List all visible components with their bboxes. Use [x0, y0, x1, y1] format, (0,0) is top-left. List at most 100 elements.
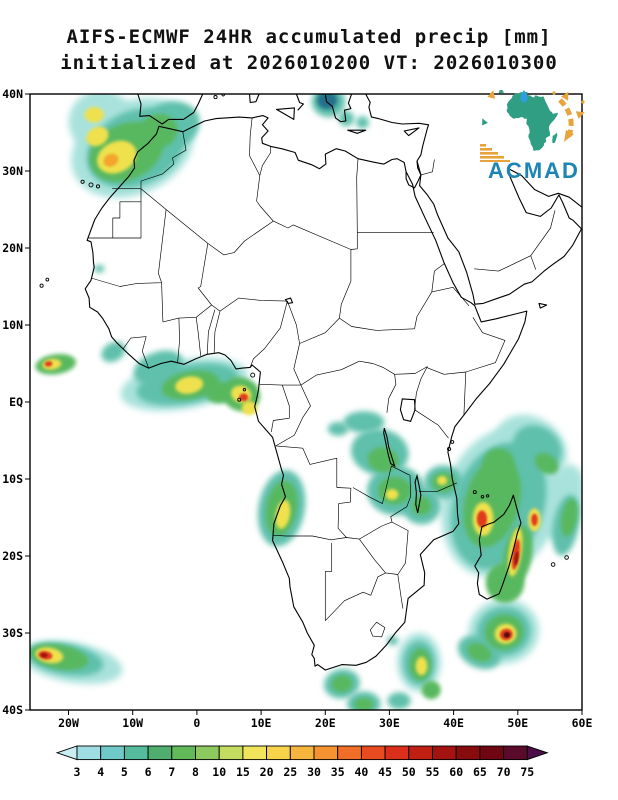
country-border [270, 384, 290, 433]
lon-label: 30E [379, 716, 400, 730]
africa-precip-map: 40N 30N 20N 10N EQ 10S 20S 30S 40S 20W 10W 0 10E 20E 3… [2, 87, 593, 730]
logo-africa-silhouette [506, 91, 559, 151]
country-border [530, 210, 556, 256]
island [250, 372, 256, 378]
country-border [90, 209, 167, 287]
country-border [213, 311, 221, 353]
precip-cell [411, 496, 432, 516]
country-border [87, 188, 142, 239]
precip-cell [560, 498, 578, 537]
precip-cell [133, 350, 184, 385]
colorbar-tick-label: 75 [520, 765, 534, 779]
country-border [431, 263, 445, 292]
lon-label: 10W [122, 716, 143, 730]
coast-iran-coast [509, 169, 582, 208]
country-border [386, 374, 397, 413]
coast-greece [324, 94, 353, 123]
islands-layer [39, 94, 569, 567]
logo-striped-triangle-bar [480, 160, 510, 162]
country-border [336, 487, 352, 538]
country-border [122, 336, 147, 350]
country-border [161, 282, 164, 322]
country-border [390, 475, 411, 523]
country-border [287, 300, 300, 344]
colorbar-cell [195, 745, 220, 761]
colorbar-arrow-left [55, 745, 78, 761]
precip-cell [503, 631, 511, 638]
chart-title-line2: initialized at 2026010200 VT: 2026010300 [60, 52, 558, 74]
island [45, 277, 50, 282]
colorbar-tick-label: 10 [212, 765, 226, 779]
country-border [385, 572, 398, 575]
country-border [427, 366, 466, 375]
logo-swoosh-arrow [558, 98, 574, 137]
precip-layer [30, 94, 582, 710]
precip-cell [354, 697, 374, 710]
country-border [140, 188, 209, 244]
precip-cell [94, 264, 105, 273]
colorbar-cell [123, 745, 149, 761]
country-border [414, 291, 433, 329]
colorbar-tick-label: 25 [283, 765, 297, 779]
coast-crete [347, 129, 367, 134]
island [39, 283, 44, 288]
colorbar-tick-label: 55 [426, 765, 440, 779]
island [450, 440, 455, 444]
coast-socotra [538, 302, 548, 309]
coast-arabia [416, 160, 582, 305]
precip-cell [492, 473, 509, 488]
country-border [259, 383, 301, 386]
colorbar-tick-label: 70 [497, 765, 511, 779]
country-border [339, 317, 415, 331]
logo-striped-triangle-bar [480, 144, 486, 147]
coast-levant-anatolia [365, 94, 430, 162]
precip-cell [239, 393, 249, 402]
country-border [394, 366, 428, 375]
island [221, 94, 225, 97]
island [80, 179, 85, 184]
country-border [275, 384, 311, 447]
colorbar-arrow-right [526, 745, 549, 761]
country-border [391, 465, 411, 476]
island [88, 182, 94, 188]
precip-cell [327, 422, 349, 436]
colorbar-cell [360, 745, 386, 761]
colorbar-cell [408, 745, 433, 761]
axis-ticks [25, 93, 583, 715]
country-border [195, 317, 202, 356]
country-border [206, 309, 216, 355]
acmad-logo-graphic [480, 90, 585, 162]
colorbar-cell [337, 745, 362, 761]
precip-cell [476, 510, 487, 528]
precip-cell [241, 401, 258, 416]
logo-striped-triangle-bar [480, 148, 492, 151]
island [472, 490, 477, 495]
chart-title-line1: AIFS-ECMWF 24HR accumulated precip [mm] [66, 26, 552, 48]
water-drop-icon [520, 90, 528, 103]
country-border [474, 255, 531, 272]
colorbar-tick-label: 5 [121, 765, 128, 779]
lon-label: 60E [572, 716, 593, 730]
precip-cell [467, 642, 492, 662]
logo-arrow-icon [487, 90, 496, 99]
country-border [359, 521, 393, 540]
logo-madagascar-silhouette [552, 132, 558, 144]
colorbar-cell [100, 745, 125, 761]
lat-label: 10N [2, 318, 23, 332]
country-border [359, 538, 386, 574]
logo-arrow-icon [482, 118, 488, 126]
country-border [352, 465, 392, 504]
colorbar-cell [455, 745, 481, 761]
colorbar-tick-label: 7 [168, 765, 175, 779]
lake-outline [414, 473, 422, 514]
colorbar-cell [479, 745, 505, 761]
country-border [259, 146, 272, 176]
precip-cell [356, 116, 369, 129]
island [564, 555, 569, 560]
logo-striped-triangle-bar [480, 152, 498, 155]
country-border [324, 542, 333, 621]
island [485, 494, 490, 498]
country-border [339, 232, 358, 319]
lat-label: 30S [2, 626, 23, 640]
